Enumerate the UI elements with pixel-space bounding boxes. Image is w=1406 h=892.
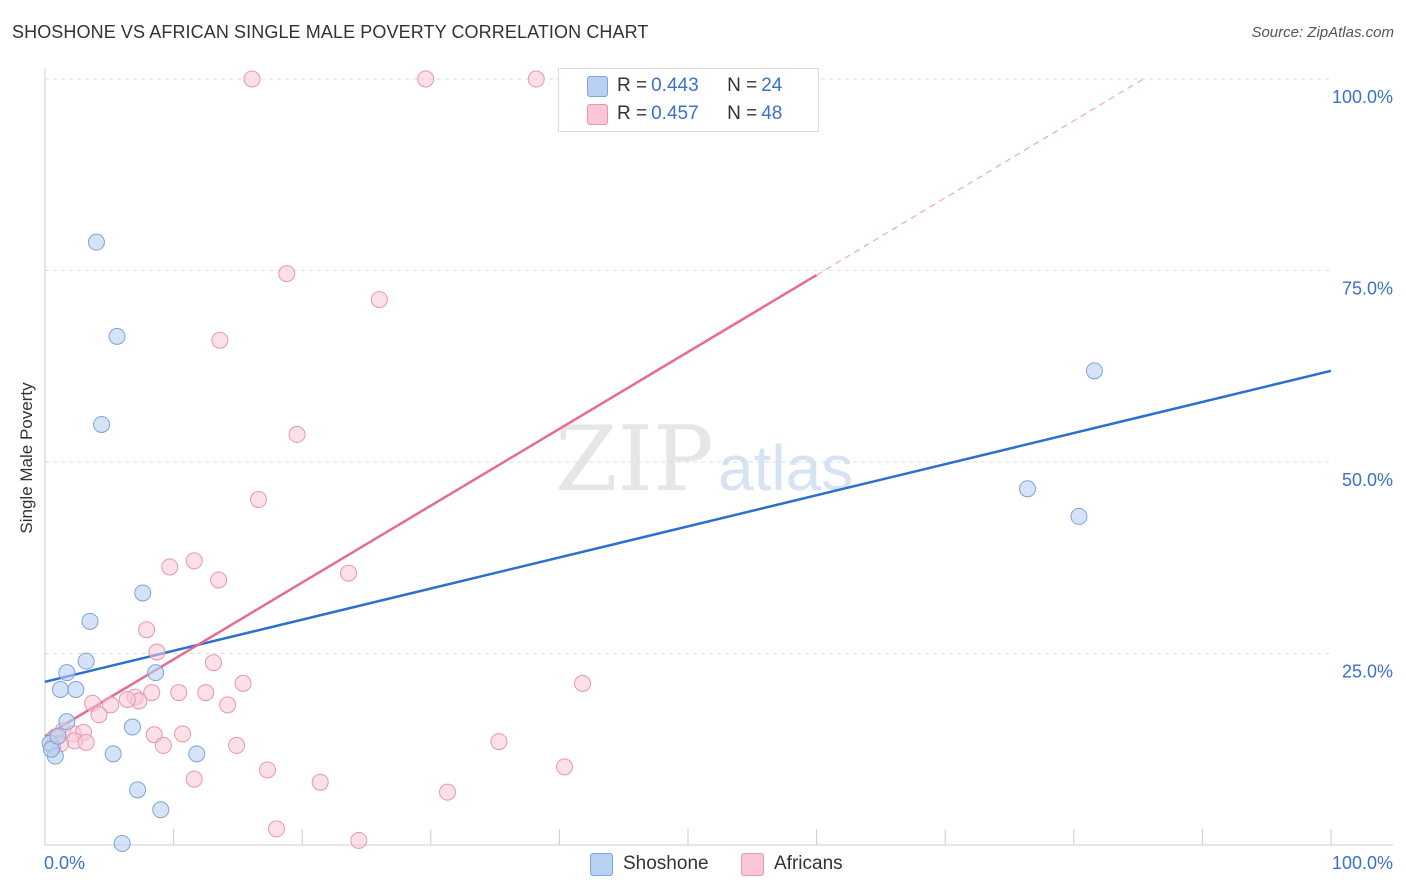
africans-point — [118, 690, 136, 708]
africans-point — [138, 621, 156, 639]
africans-point — [439, 783, 457, 801]
africans-point — [90, 706, 108, 724]
legend-label-shoshone: Shoshone — [623, 853, 709, 874]
legend-item-africans: Africans — [741, 852, 843, 876]
shoshone-point — [104, 745, 122, 763]
africans-point — [210, 571, 228, 589]
y-tick-label: 25.0% — [1342, 662, 1393, 682]
shoshone-point — [134, 584, 152, 602]
n-value: 48 — [761, 103, 783, 124]
africans-point — [148, 643, 166, 661]
x-tick-label: 100.0% — [1332, 853, 1393, 873]
r-value: 0.457 — [651, 103, 699, 124]
africans-trendline — [44, 274, 818, 738]
shoshone-point — [188, 745, 206, 763]
n-value: 24 — [761, 75, 783, 96]
africans-point — [219, 696, 237, 714]
watermark: ZIP atlas — [555, 407, 853, 512]
n-label: N = — [727, 75, 758, 96]
africans-point — [234, 674, 252, 692]
r-label: R = — [617, 75, 648, 96]
shoshone-point — [51, 681, 69, 699]
r-value: 0.443 — [651, 75, 699, 96]
africans-point — [288, 425, 306, 443]
africans-point — [527, 70, 545, 88]
africans-point — [278, 265, 296, 283]
watermark-zip: ZIP — [555, 407, 714, 512]
africans-swatch — [587, 104, 608, 125]
shoshone-point — [58, 664, 76, 682]
africans-point — [204, 654, 222, 672]
africans-point — [143, 684, 161, 702]
africans-trendline-extension — [816, 78, 1144, 276]
legend-row-africans: R = 0.457 N = 48 — [617, 102, 782, 126]
trendlines — [44, 78, 1332, 738]
shoshone-point — [147, 664, 165, 682]
africans-point — [350, 831, 368, 849]
africans-point — [154, 736, 172, 754]
shoshone-point — [1019, 480, 1037, 498]
africans-point — [185, 770, 203, 788]
correlation-legend: R = 0.443 N = 24 R = 0.457 N = 48 — [558, 68, 819, 132]
grid — [45, 78, 1331, 654]
watermark-atlas: atlas — [718, 432, 853, 504]
africans-point — [161, 558, 179, 576]
africans-point — [556, 758, 574, 776]
legend-row-shoshone: R = 0.443 N = 24 — [617, 74, 782, 98]
africans-point — [197, 684, 215, 702]
shoshone-point — [81, 612, 99, 630]
y-tick-label: 75.0% — [1342, 279, 1393, 299]
x-tick-label: 0.0% — [44, 853, 85, 873]
africans-point — [228, 736, 246, 754]
shoshone-point — [49, 727, 67, 745]
africans-point — [417, 70, 435, 88]
shoshone-point — [108, 327, 126, 345]
legend-item-shoshone: Shoshone — [590, 852, 709, 876]
africans-point — [174, 725, 192, 743]
y-axis-label: Single Male Poverty — [17, 382, 36, 534]
shoshone-point — [87, 233, 105, 251]
africans-point — [574, 674, 592, 692]
y-tick-label: 100.0% — [1332, 87, 1393, 107]
africans-point — [311, 773, 329, 791]
africans-point — [185, 552, 203, 570]
shoshone-trendline — [44, 369, 1332, 684]
africans-point — [243, 70, 261, 88]
source-label: Source: ZipAtlas.com — [1251, 24, 1394, 41]
shoshone-point — [67, 681, 85, 699]
shoshone-point — [1085, 362, 1103, 380]
shoshone-swatch — [587, 76, 608, 97]
shoshone-point — [77, 652, 95, 670]
axes — [44, 68, 1393, 846]
africans-point — [258, 761, 276, 779]
shoshone-point — [1070, 507, 1088, 525]
shoshone-swatch — [590, 852, 613, 876]
data-points — [41, 70, 1103, 852]
shoshone-point — [113, 834, 131, 852]
shoshone-point — [152, 801, 170, 819]
africans-point — [490, 733, 508, 751]
africans-point — [211, 331, 229, 349]
africans-point — [339, 564, 357, 582]
africans-point — [267, 820, 285, 838]
africans-point — [77, 733, 95, 751]
africans-point — [102, 696, 120, 714]
shoshone-point — [58, 713, 76, 731]
r-label: R = — [617, 103, 648, 124]
n-label: N = — [727, 103, 758, 124]
africans-point — [170, 684, 188, 702]
chart-title: SHOSHONE VS AFRICAN SINGLE MALE POVERTY … — [12, 22, 649, 42]
shoshone-point — [123, 718, 141, 736]
africans-point — [370, 291, 388, 309]
africans-swatch — [741, 852, 764, 876]
tick-labels: 25.0% 50.0% 75.0% 100.0% 0.0% 100.0% — [44, 87, 1393, 873]
africans-point — [249, 491, 267, 509]
shoshone-point — [129, 781, 147, 799]
y-tick-label: 50.0% — [1342, 470, 1393, 490]
shoshone-point — [93, 415, 111, 433]
legend-label-africans: Africans — [774, 853, 843, 874]
